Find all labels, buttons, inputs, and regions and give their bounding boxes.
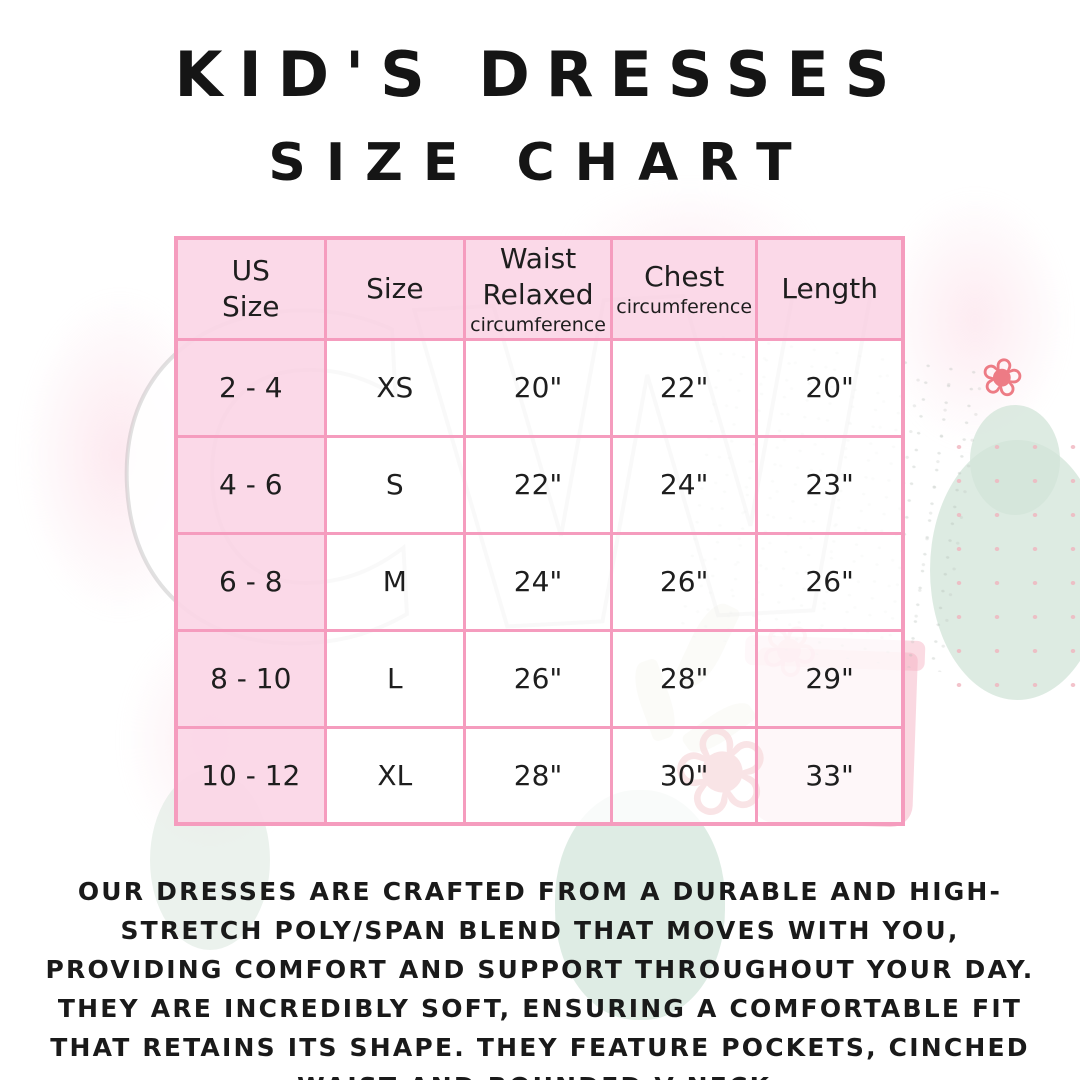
cell-chest: 28" — [609, 628, 759, 729]
cell-chest: 26" — [609, 531, 759, 632]
cell-chest: 24" — [609, 434, 759, 535]
cell-us-size: 10 - 12 — [174, 725, 327, 826]
flower-icon: ❀ — [975, 344, 1029, 412]
cell-waist: 26" — [463, 628, 613, 729]
table-row: 6 - 8 M 24" 26" 26" — [174, 531, 905, 632]
header-size: Size — [323, 236, 467, 341]
cell-us-size: 4 - 6 — [174, 434, 327, 535]
cell-chest: 22" — [609, 337, 759, 438]
cell-chest: 30" — [609, 725, 759, 826]
header-waist: Waist Relaxed circumference — [463, 236, 613, 341]
watercolor-blob — [880, 190, 1070, 450]
cell-us-size: 8 - 10 — [174, 628, 327, 729]
header-label: Size — [222, 289, 280, 323]
cactus-watermark — [930, 440, 1080, 700]
table-row: 4 - 6 S 22" 24" 23" — [174, 434, 905, 535]
header-label: US — [231, 253, 270, 287]
header-label: Size — [366, 271, 424, 305]
cell-length: 33" — [755, 725, 905, 826]
header-sublabel: circumference — [616, 295, 753, 318]
header-us-size: US Size — [174, 236, 327, 341]
cell-waist: 28" — [463, 725, 613, 826]
table-row: 8 - 10 L 26" 28" 29" — [174, 628, 905, 729]
cactus-watermark — [970, 405, 1060, 515]
header-sublabel: circumference — [470, 313, 606, 336]
cell-waist: 24" — [463, 531, 613, 632]
header-label: Waist — [499, 241, 577, 275]
header-chest: Chest circumference — [609, 236, 759, 341]
header-label: Chest — [644, 259, 725, 293]
title-block: KID'S DRESSES SIZE CHART — [0, 0, 1080, 193]
cell-length: 20" — [755, 337, 905, 438]
table-row: 10 - 12 XL 28" 30" 33" — [174, 725, 905, 826]
cell-length: 23" — [755, 434, 905, 535]
cell-us-size: 6 - 8 — [174, 531, 327, 632]
cell-length: 26" — [755, 531, 905, 632]
cell-size: XL — [323, 725, 467, 826]
cactus-dots-watermark — [940, 430, 1080, 690]
cell-us-size: 2 - 4 — [174, 337, 327, 438]
cell-waist: 20" — [463, 337, 613, 438]
size-chart-table: US Size Size Waist Relaxed circumference… — [174, 236, 905, 826]
table-header-row: US Size Size Waist Relaxed circumference… — [174, 236, 905, 341]
cell-size: S — [323, 434, 467, 535]
page-title: KID'S DRESSES — [174, 38, 906, 111]
cell-waist: 22" — [463, 434, 613, 535]
header-label: Relaxed — [482, 277, 594, 311]
cell-size: XS — [323, 337, 467, 438]
cell-size: L — [323, 628, 467, 729]
header-length: Length — [755, 236, 905, 341]
page-subtitle: SIZE CHART — [268, 133, 812, 193]
table-row: 2 - 4 XS 20" 22" 20" — [174, 337, 905, 438]
cell-size: M — [323, 531, 467, 632]
header-label: Length — [781, 271, 878, 305]
cell-length: 29" — [755, 628, 905, 729]
product-description: Our dresses are crafted from a durable a… — [45, 877, 1035, 1080]
